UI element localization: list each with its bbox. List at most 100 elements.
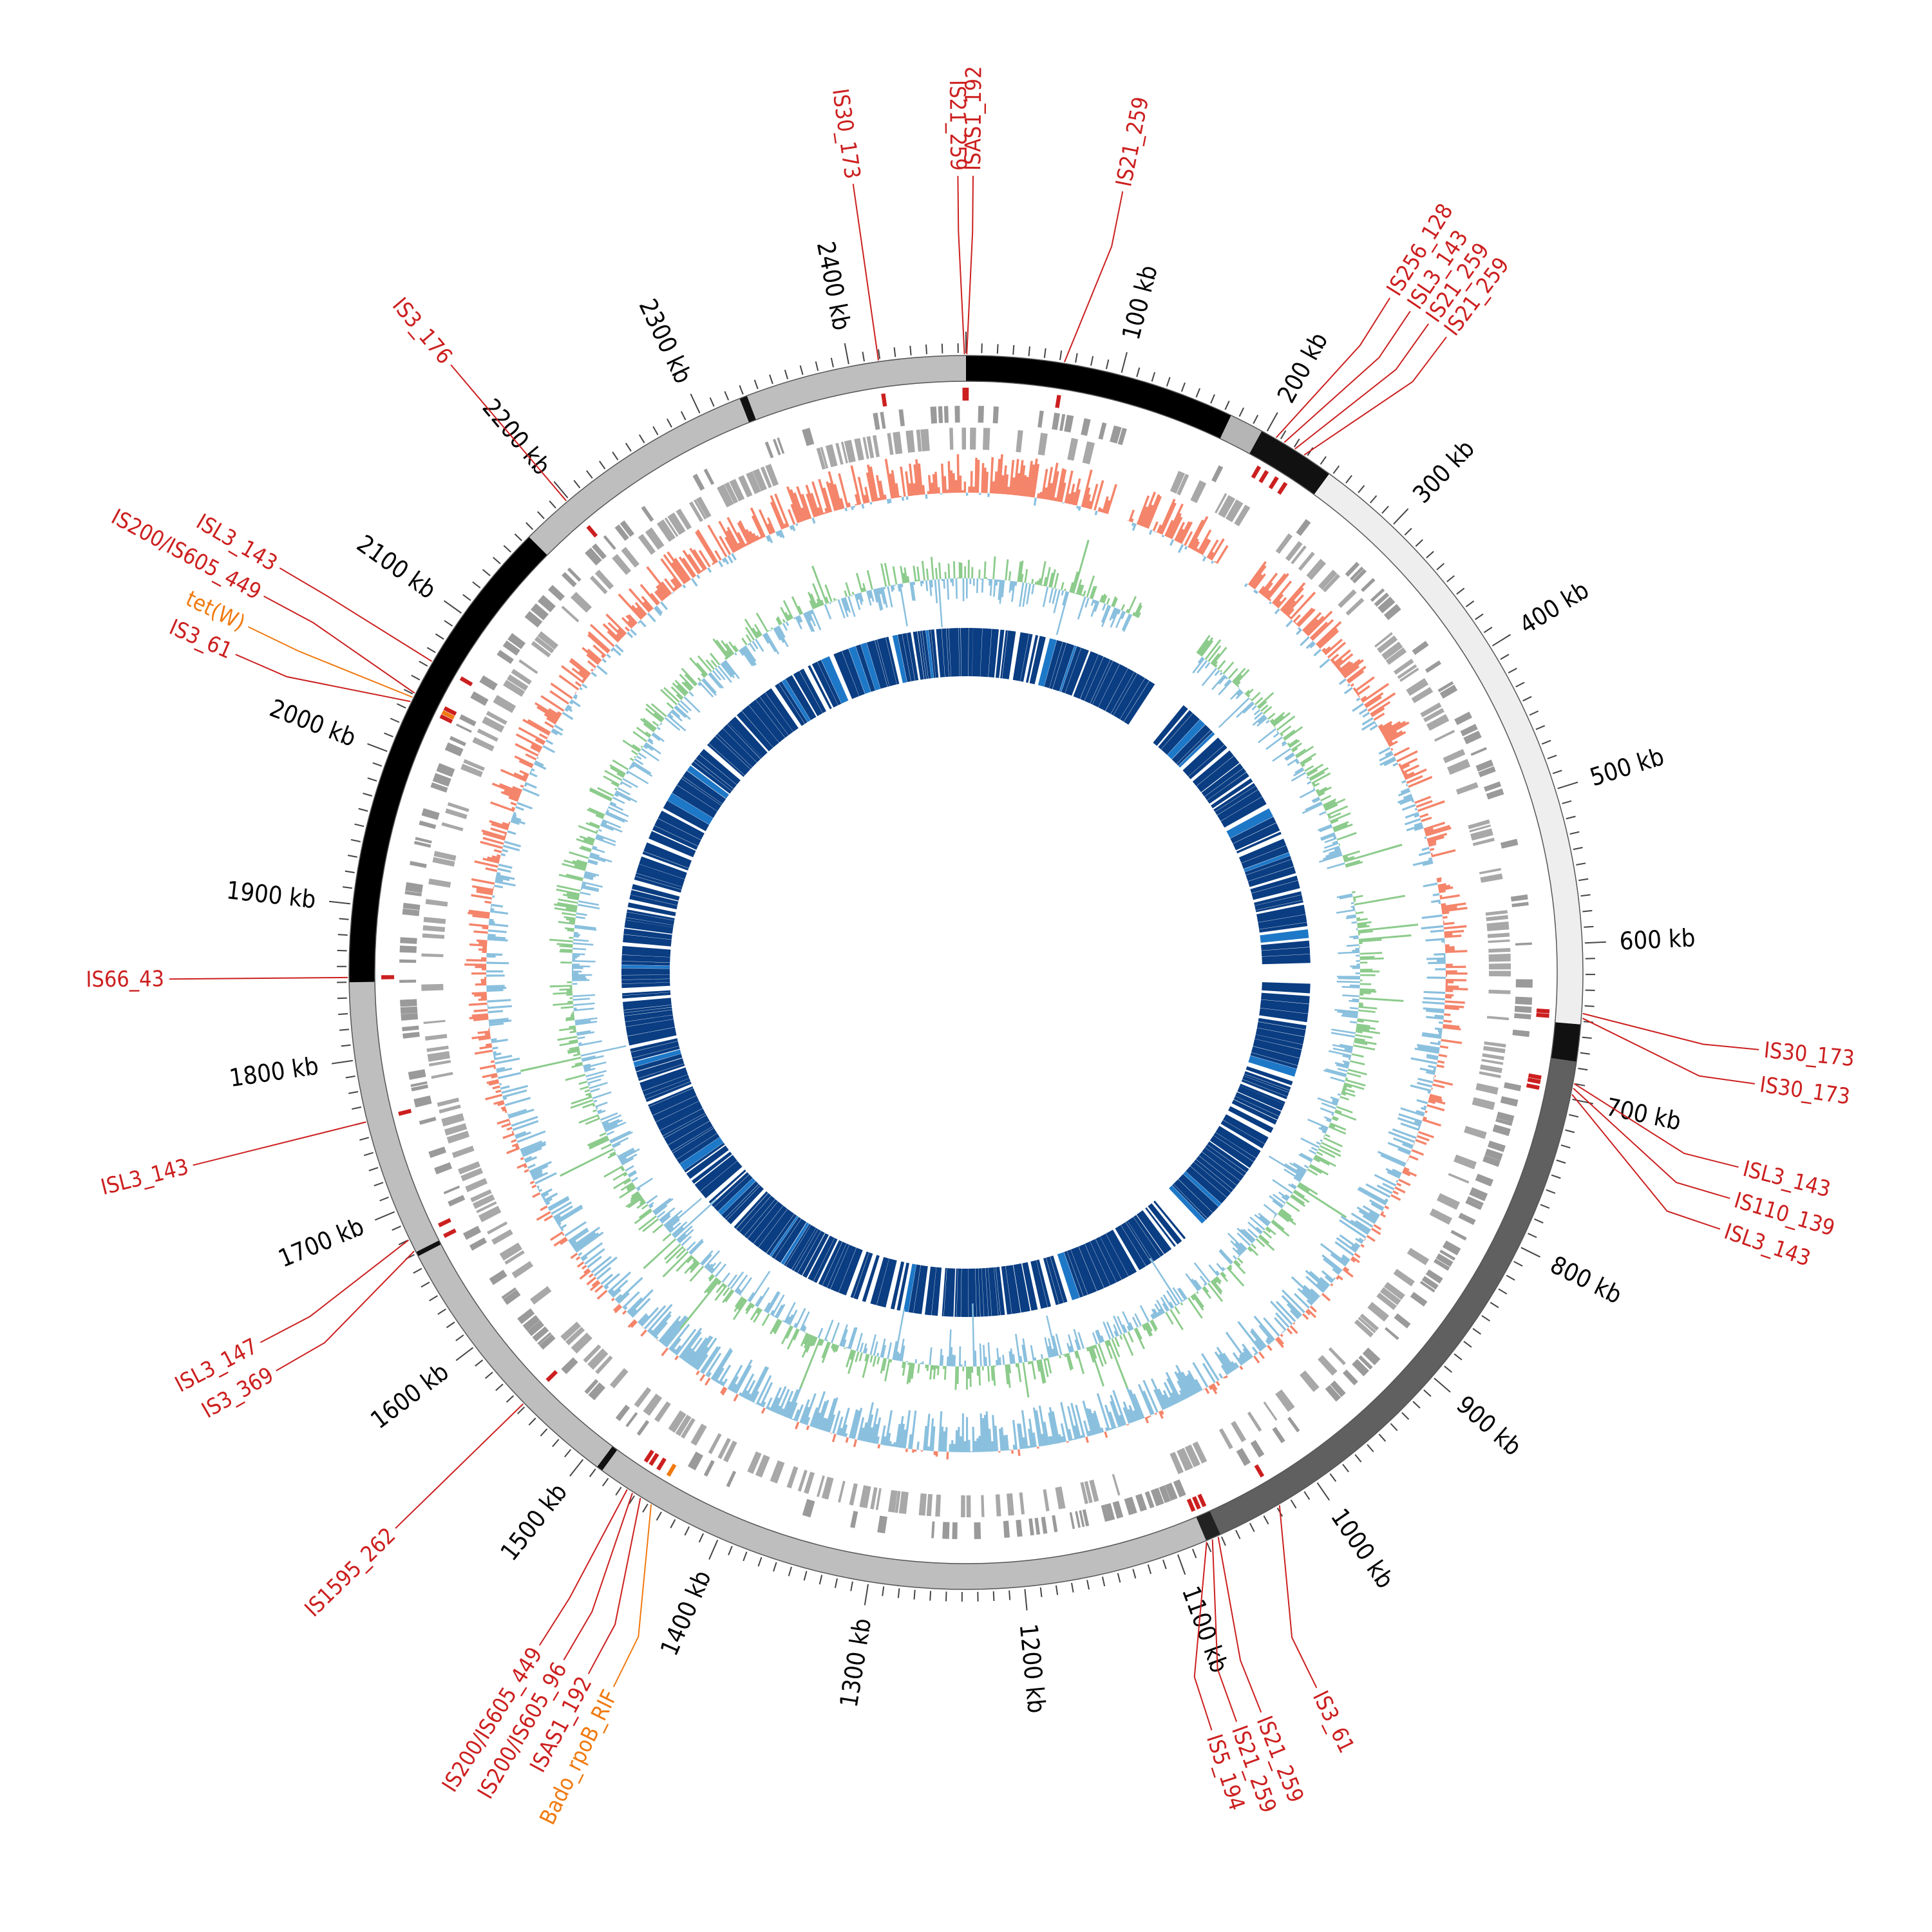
feature-mark	[459, 676, 473, 687]
feature-mark	[443, 1228, 457, 1238]
feature-leader-line	[563, 1492, 633, 1661]
gc-content-below	[571, 578, 1361, 1367]
feature-mark	[666, 1463, 677, 1477]
tick-label: 1400 kb	[655, 1566, 717, 1660]
feature-mark	[438, 1218, 451, 1227]
contig-ring	[348, 355, 1584, 1590]
tick-label: 1200 kb	[1014, 1622, 1051, 1714]
tick-label: 2000 kb	[266, 694, 360, 752]
contig-segment	[1220, 415, 1262, 454]
feature-leader-line	[966, 175, 974, 355]
feature-leader-line	[1211, 1539, 1238, 1722]
tick-label: 700 kb	[1604, 1093, 1683, 1136]
contig-segment	[966, 355, 1231, 439]
tick-label: 1100 kb	[1177, 1582, 1234, 1676]
feature-leader-line	[248, 626, 413, 698]
tick-label: 900 kb	[1451, 1390, 1527, 1461]
scale-tick-labels: 100 kb 200 kb 300 kb 400 kb 500 kb 600 kb 700 …	[225, 239, 1696, 1714]
feature-leader-line	[1571, 1094, 1721, 1230]
contig-segment	[416, 1240, 441, 1256]
tick-label: 600 kb	[1619, 923, 1696, 955]
feature-mark	[381, 975, 395, 980]
contig-ring-outline	[348, 355, 1584, 1590]
feature-mark	[1536, 1012, 1549, 1018]
tick-label: 2200 kb	[477, 393, 556, 480]
feature-leader-line	[1193, 1542, 1213, 1731]
tick-label: 400 kb	[1515, 576, 1594, 639]
tick-label: 1000 kb	[1325, 1503, 1399, 1593]
feature-label: IS21_259	[944, 80, 971, 171]
feature-mark	[1055, 395, 1061, 408]
feature-label: IS3_61	[1307, 1687, 1359, 1757]
feature-label: IS30_173	[1758, 1072, 1852, 1110]
feature-leader-line	[235, 654, 411, 703]
feature-mark	[439, 714, 453, 724]
feature-label: IS66_43	[86, 966, 164, 992]
feature-leader-line	[1303, 336, 1447, 456]
feature-leader-line	[957, 176, 965, 355]
feature-mark	[1277, 482, 1288, 495]
feature-mark	[656, 1457, 667, 1471]
feature-leader-line	[1294, 323, 1430, 450]
feature-mark	[643, 1450, 654, 1463]
contig-segment	[601, 1450, 1206, 1589]
feature-mark	[545, 1370, 558, 1382]
inner-blue-blocks	[621, 627, 1311, 1318]
contig-segment	[529, 398, 750, 555]
feature-leader-line	[169, 976, 348, 980]
tick-label: 1900 kb	[225, 876, 317, 914]
feature-leader-line	[1217, 1537, 1262, 1713]
tick-label: 1700 kb	[274, 1212, 368, 1273]
tick-label: 100 kb	[1117, 262, 1163, 343]
feature-leader-line	[1283, 310, 1411, 443]
feature-leader-line	[450, 364, 567, 502]
tick-label: 300 kb	[1407, 434, 1480, 509]
tick-label: 200 kb	[1272, 328, 1334, 408]
contig-segment	[349, 981, 439, 1253]
contig-segment	[739, 395, 756, 422]
feature-leader-lines	[169, 175, 1759, 1731]
feature-leader-line	[1278, 1505, 1318, 1689]
feature-mark	[441, 710, 455, 720]
tick-label: 1300 kb	[835, 1616, 876, 1710]
feature-mark	[1186, 1498, 1196, 1512]
feature-leader-line	[587, 1497, 641, 1674]
feature-mark	[398, 1108, 412, 1116]
feature-leader-line	[279, 567, 432, 662]
feature-mark	[1197, 1493, 1207, 1508]
feature-marks-track	[381, 387, 1550, 1512]
feature-mark	[1528, 1073, 1542, 1080]
feature-label: IS3_176	[387, 293, 457, 370]
tick-marks	[328, 332, 1606, 1611]
tick-label: 500 kb	[1587, 742, 1667, 791]
feature-label: IS30_173	[827, 87, 865, 180]
contig-segment	[1249, 431, 1330, 495]
feature-label: IS1595_262	[300, 1522, 401, 1622]
tick-label: 2300 kb	[633, 294, 697, 388]
feature-mark	[586, 525, 598, 538]
feature-leader-line	[260, 1239, 410, 1343]
feature-mark	[1192, 1496, 1201, 1510]
feature-leader-line	[276, 1251, 415, 1372]
contig-segment	[1314, 473, 1584, 1025]
feature-leader-line	[852, 184, 879, 361]
feature-mark	[1258, 469, 1269, 484]
feature-mark	[1526, 1083, 1540, 1090]
scale-ticks	[328, 332, 1606, 1611]
feature-mark	[965, 387, 969, 401]
feature-leader-line	[612, 1504, 652, 1687]
feature-mark	[1536, 1009, 1550, 1014]
feature-leader-line	[193, 1121, 366, 1166]
feature-label: ISL3_143	[99, 1154, 191, 1200]
feature-leader-line	[1573, 1083, 1739, 1168]
feature-mark	[1254, 1464, 1265, 1478]
feature-mark	[1527, 1077, 1541, 1084]
tick-label: 2100 kb	[352, 529, 441, 605]
feature-mark	[881, 393, 887, 407]
feature-label: IS30_173	[1763, 1037, 1855, 1072]
inner-blue-ring	[621, 627, 1311, 1318]
feature-leader-line	[538, 1489, 628, 1646]
feature-leader-line	[1275, 298, 1391, 439]
feature-leader-line	[263, 595, 415, 694]
